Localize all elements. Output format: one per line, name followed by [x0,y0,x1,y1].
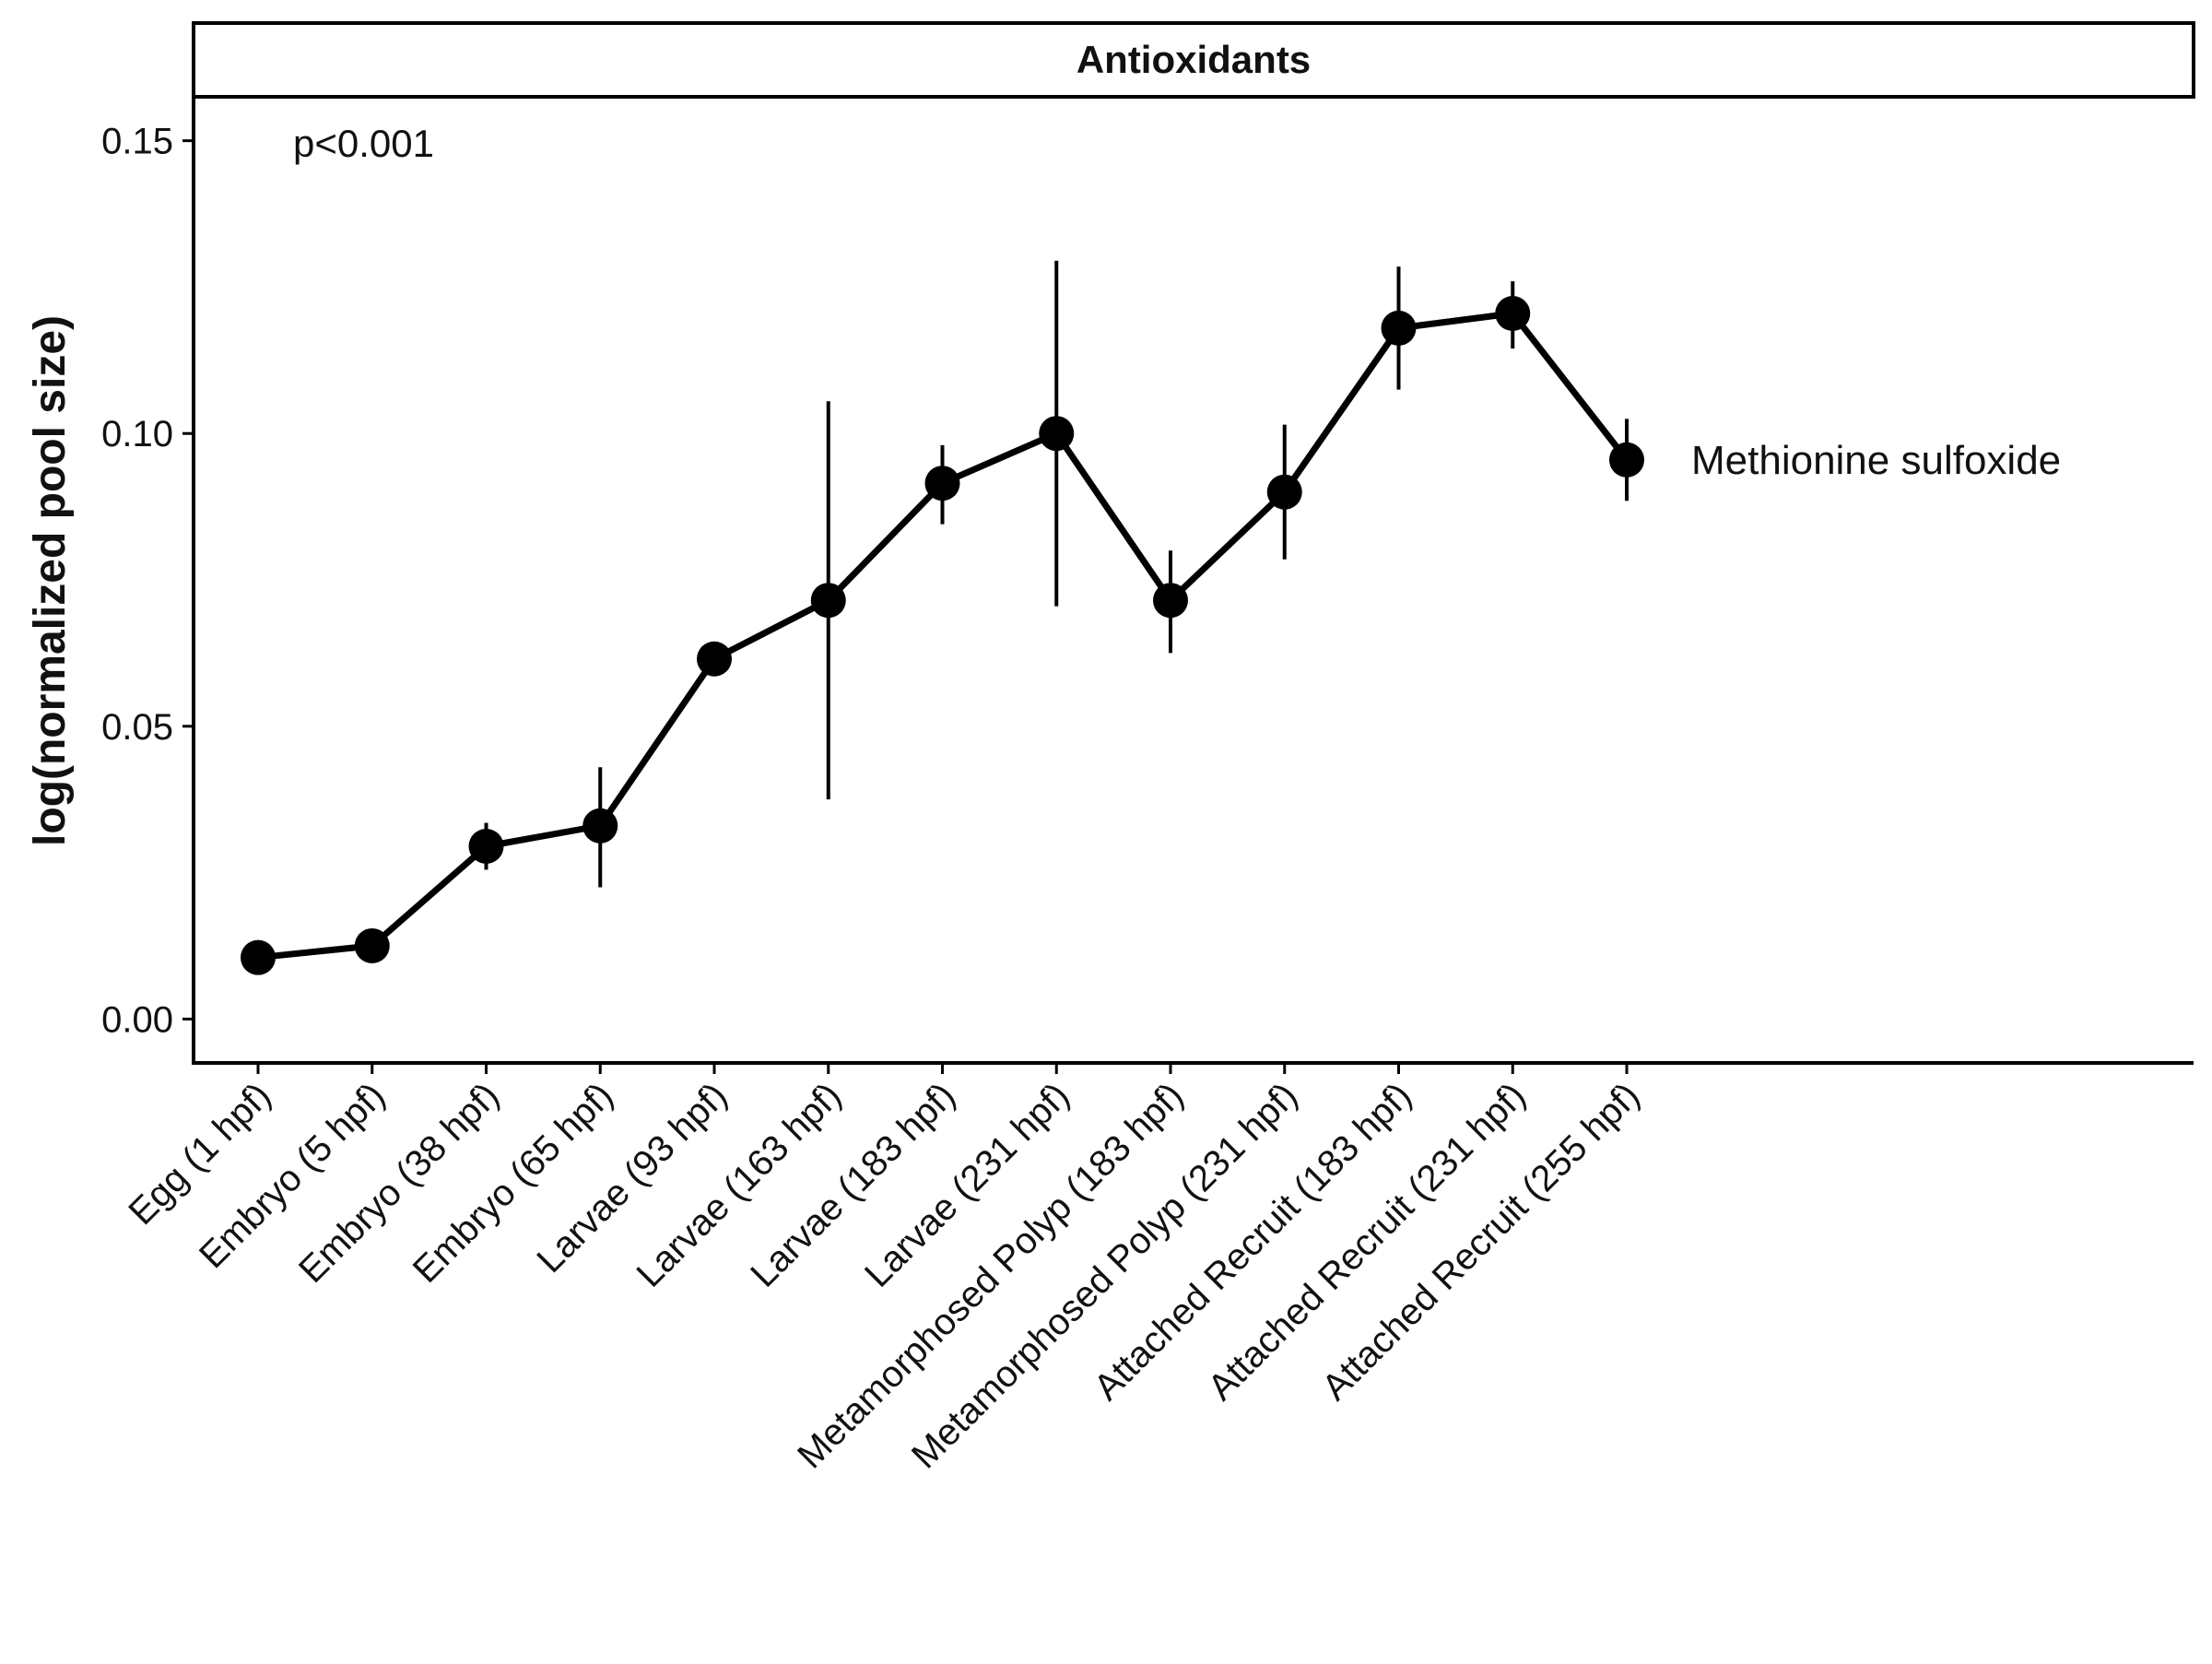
data-point [582,808,618,844]
y-tick-label: 0.10 [101,414,173,454]
series-labels: Methionine sulfoxide [1691,438,2061,483]
y-ticks: 0.00 0.05 0.10 0.15 [101,122,194,1040]
facet-strip [192,21,2195,99]
data-point [810,583,846,619]
data-point [924,466,960,502]
data-point [468,828,504,864]
series-points [241,296,1644,975]
x-tick-label: Larvae (183 hpf) [743,1075,963,1295]
y-tick-label: 0.15 [101,122,173,162]
x-tick-label: Larvae (163 hpf) [629,1075,849,1295]
x-ticks: Egg (1 hpf)Embryo (5 hpf)Embryo (38 hpf)… [121,1063,1647,1476]
x-tick-label: Embryo (38 hpf) [291,1075,507,1291]
x-tick-label: Embryo (65 hpf) [406,1075,621,1291]
y-tick-label: 0.00 [101,999,173,1040]
data-point [1266,474,1302,510]
x-tick-label: Larvae (231 hpf) [857,1075,1077,1295]
data-point [1153,583,1188,619]
data-point [241,939,276,975]
error-bars [256,260,1629,964]
y-axis-label: log(normalized pool size) [26,315,75,846]
series-lines [257,310,1630,962]
data-point [1609,442,1644,478]
series-line [257,310,1630,962]
p-value-annotation: p<0.001 [293,122,434,165]
series-label: Methionine sulfoxide [1691,438,2061,483]
y-tick-label: 0.05 [101,707,173,748]
data-point [1381,310,1417,346]
data-point [1495,296,1531,332]
data-point [354,927,390,963]
data-point [697,641,732,677]
data-point [1039,416,1075,452]
facet-title: Antioxidants [1077,38,1311,81]
